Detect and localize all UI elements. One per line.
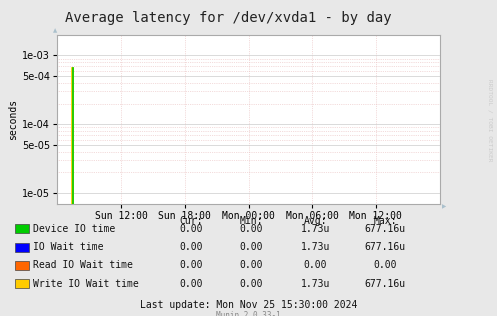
Text: Write IO Wait time: Write IO Wait time	[33, 279, 139, 289]
Text: 677.16u: 677.16u	[365, 224, 406, 234]
Text: Device IO time: Device IO time	[33, 224, 115, 234]
Text: Last update: Mon Nov 25 15:30:00 2024: Last update: Mon Nov 25 15:30:00 2024	[140, 300, 357, 310]
Text: 0.00: 0.00	[304, 260, 328, 270]
Text: ▶: ▶	[442, 204, 447, 210]
Text: 0.00: 0.00	[239, 279, 263, 289]
Text: 1.73u: 1.73u	[301, 242, 331, 252]
Text: 0.00: 0.00	[373, 260, 397, 270]
Text: Avg:: Avg:	[304, 216, 328, 227]
Text: Max:: Max:	[373, 216, 397, 227]
Text: 0.00: 0.00	[239, 260, 263, 270]
Text: 0.00: 0.00	[239, 242, 263, 252]
Text: RRDTOOL / TOBI OETIKER: RRDTOOL / TOBI OETIKER	[487, 79, 492, 161]
Y-axis label: seconds: seconds	[8, 99, 18, 140]
Text: 0.00: 0.00	[179, 224, 203, 234]
Text: 0.00: 0.00	[179, 279, 203, 289]
Text: Cur:: Cur:	[179, 216, 203, 227]
Text: 1.73u: 1.73u	[301, 279, 331, 289]
Text: Read IO Wait time: Read IO Wait time	[33, 260, 133, 270]
Text: 1.73u: 1.73u	[301, 224, 331, 234]
Text: ▲: ▲	[53, 28, 57, 33]
Text: 0.00: 0.00	[239, 224, 263, 234]
Text: Average latency for /dev/xvda1 - by day: Average latency for /dev/xvda1 - by day	[65, 11, 392, 25]
Text: 677.16u: 677.16u	[365, 279, 406, 289]
Text: 0.00: 0.00	[179, 260, 203, 270]
Text: Min:: Min:	[239, 216, 263, 227]
Text: Munin 2.0.33-1: Munin 2.0.33-1	[216, 311, 281, 316]
Text: IO Wait time: IO Wait time	[33, 242, 104, 252]
Text: 677.16u: 677.16u	[365, 242, 406, 252]
Text: 0.00: 0.00	[179, 242, 203, 252]
